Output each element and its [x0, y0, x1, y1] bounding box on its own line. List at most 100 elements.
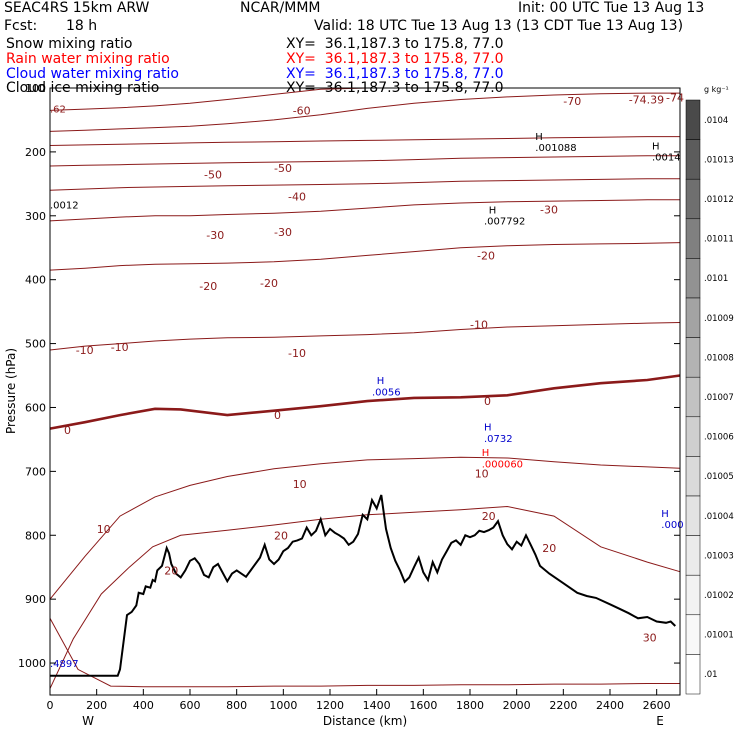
- colorbar-swatch: [685, 574, 701, 616]
- colorbar-label: .01001: [704, 631, 734, 641]
- field-rain-xy: XY= 36.1,187.3 to 175.8, 77.0: [286, 51, 504, 67]
- field-snow-xy: XY= 36.1,187.3 to 175.8, 77.0: [286, 36, 504, 52]
- isotherm--60-line: [49, 136, 680, 146]
- colorbar-swatch: [685, 178, 701, 220]
- colorbar-swatch: [685, 218, 701, 259]
- extremum-annotation: H: [535, 132, 543, 143]
- valid-time: Valid: 18 UTC Tue 13 Aug 13 (13 CDT Tue …: [314, 18, 684, 34]
- x-tick-label: 1800: [456, 699, 484, 712]
- contour-labels: -60 -70 -74.39 -74 -50 -50 -40 -30 -30 -30 -20 -20 -…: [64, 92, 684, 645]
- isotherm--50-line: [49, 155, 680, 167]
- contour-label: 0: [274, 409, 281, 422]
- colorbar-label: .01008: [704, 353, 734, 363]
- isotherm--10-line: [49, 322, 681, 351]
- field-cloud-water-name: Cloud water mixing ratio: [6, 66, 179, 82]
- extremum-annotation: .0056: [372, 388, 401, 399]
- extrema-annotations: H.001088 H.0014.0012.62H.007792H.0056H.07…: [50, 104, 684, 670]
- x-tick-label: 200: [86, 699, 107, 712]
- colorbar-swatch: [685, 654, 701, 695]
- contour-label: 20: [274, 529, 288, 542]
- contour-label: -60: [293, 104, 311, 117]
- colorbar-label: .01004: [704, 512, 734, 522]
- y-axis-title: Pressure (hPa): [4, 348, 18, 434]
- y-tick-label: 600: [25, 401, 46, 414]
- colorbar-swatch: [685, 258, 701, 299]
- colorbar-label: .01011: [704, 235, 734, 245]
- colorbar-label: .01013: [704, 155, 734, 165]
- extremum-annotation: .4897: [50, 659, 79, 670]
- extremum-annotation: .001088: [535, 143, 576, 154]
- y-tick-label: 1000: [18, 657, 46, 670]
- extremum-annotation: H: [652, 142, 660, 153]
- isotherm-10-line: [49, 456, 681, 600]
- extremum-annotation: H: [482, 448, 490, 459]
- isotherm-top-line: [49, 87, 680, 111]
- isotherm--40-line: [49, 178, 680, 191]
- init-time: Init: 00 UTC Tue 13 Aug 13: [518, 0, 705, 16]
- plot-frame: [49, 87, 681, 696]
- contour-label: 0: [64, 424, 71, 437]
- contour-label: -74.39: [629, 94, 664, 107]
- x-tick-label: 600: [180, 699, 201, 712]
- y-tick-label: 400: [25, 274, 46, 287]
- terrain-profile: [50, 494, 676, 677]
- colorbar-label: .01003: [704, 551, 734, 561]
- isotherm--30-line: [49, 199, 680, 222]
- colorbar-label: .01006: [704, 433, 734, 443]
- extremum-annotation: .007792: [484, 216, 525, 227]
- east-label: E: [656, 714, 664, 728]
- x-tick-label: 0: [47, 699, 54, 712]
- isotherm-30-line: [49, 618, 680, 688]
- extremum-annotation: H: [484, 423, 492, 434]
- contour-label: 20: [164, 564, 178, 577]
- contour-label: -50: [274, 162, 292, 175]
- contour-label: 20: [542, 542, 556, 555]
- colorbar-label: .01012: [704, 195, 734, 205]
- isotherm--20-line: [49, 242, 681, 271]
- colorbar-swatch: [685, 297, 701, 338]
- extremum-annotation: .0014: [652, 152, 681, 163]
- x-tick-label: 2200: [549, 699, 577, 712]
- forecast-hours: 18 h: [66, 18, 98, 34]
- colorbar-label: .01: [704, 670, 718, 680]
- extremum-annotation: H: [661, 509, 669, 520]
- contour-label: -30: [206, 229, 224, 242]
- colorbar-swatch: [685, 456, 701, 497]
- colorbar-units: g kg⁻¹: [704, 85, 729, 94]
- x-axis-title: Distance (km): [323, 714, 407, 728]
- contour-label: -50: [204, 168, 222, 181]
- colorbar-label: .01005: [704, 472, 734, 482]
- contour-label: -10: [111, 341, 129, 354]
- x-tick-label: 2400: [596, 699, 624, 712]
- org-title: NCAR/MMM: [240, 0, 321, 16]
- colorbar-label: .0101: [704, 274, 728, 284]
- colorbar-swatch: [685, 99, 701, 140]
- contour-label: -20: [199, 280, 217, 293]
- contour-label: -10: [470, 318, 488, 331]
- colorbar-swatch: [685, 614, 701, 655]
- colorbar-label: .01009: [704, 314, 734, 324]
- x-tick-label: 1400: [363, 699, 391, 712]
- colorbar-swatch: [685, 139, 701, 180]
- x-tick-label: 800: [226, 699, 247, 712]
- colorbar-swatch: [685, 416, 701, 457]
- contour-label: -30: [540, 203, 558, 216]
- contour-label: -70: [563, 95, 581, 108]
- isotherm-0-line: [49, 374, 681, 430]
- colorbar-swatch: [685, 495, 701, 536]
- contour-label: -10: [76, 344, 94, 357]
- x-axis: 0 200 400 600 800 1000 1200 1400 1600 1800 2000 220…: [47, 689, 671, 712]
- y-tick-label: 700: [25, 465, 46, 478]
- y-tick-label: 900: [25, 593, 46, 606]
- terrain-line: [50, 494, 676, 677]
- x-tick-label: 1200: [316, 699, 344, 712]
- colorbar-label: .01007: [704, 393, 734, 403]
- extremum-annotation: .62: [50, 104, 66, 115]
- x-tick-label: 1600: [409, 699, 437, 712]
- contour-label: 20: [482, 510, 496, 523]
- forecast-label: Fcst:: [4, 18, 38, 34]
- contour-label: 10: [293, 478, 307, 491]
- contour-label: -10: [288, 347, 306, 360]
